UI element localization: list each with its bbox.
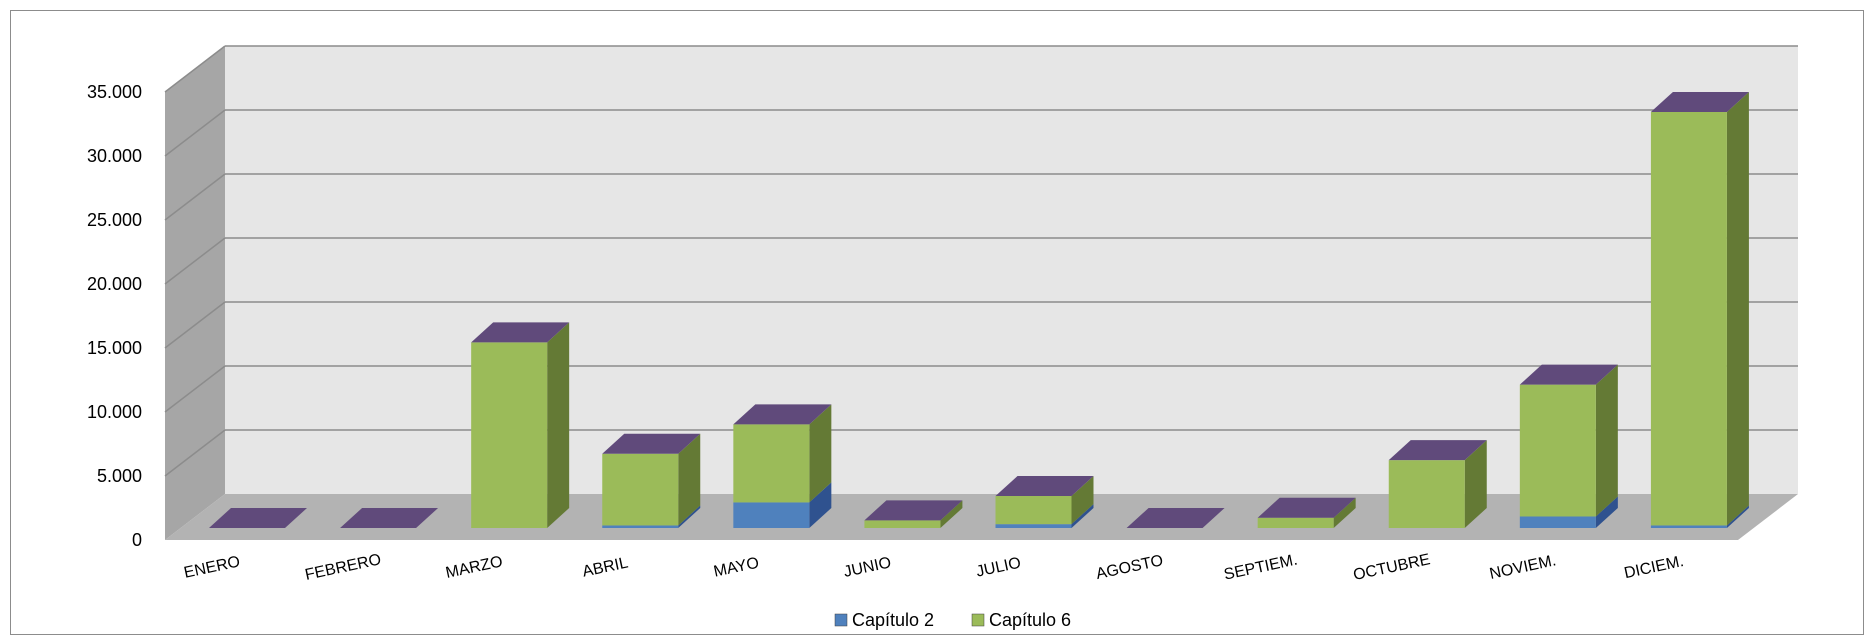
x-tick-label: JUNIO <box>842 554 892 581</box>
bar-side <box>1333 497 1356 528</box>
gridline-side <box>164 173 226 221</box>
gridline-side <box>164 301 226 349</box>
bar-top <box>1257 497 1356 518</box>
bar-segment <box>602 525 679 528</box>
gridline-side <box>164 45 226 93</box>
bar-side <box>678 433 701 526</box>
x-tick-label: ABRIL <box>581 554 630 580</box>
bar-segment <box>471 342 548 528</box>
bar-segment <box>1650 525 1727 528</box>
bar-segment <box>602 453 679 526</box>
bar-side <box>1595 496 1618 528</box>
bar-top <box>1519 364 1618 385</box>
x-tick-label: FEBRERO <box>304 551 383 584</box>
side-wall <box>165 46 225 540</box>
bar-side <box>940 500 963 528</box>
bar-segment <box>1388 460 1465 528</box>
bar-segment <box>1519 516 1596 528</box>
y-tick-label: 35.000 <box>87 82 142 102</box>
legend-label: Capítulo 6 <box>989 610 1071 630</box>
bar-side <box>809 404 832 503</box>
x-tick-label: ENERO <box>182 553 241 581</box>
bar-top <box>1126 508 1225 528</box>
bar-segment <box>733 424 810 503</box>
bar-side <box>1726 505 1749 528</box>
x-tick-label: JULIO <box>975 555 1023 581</box>
gridline-side <box>164 237 226 285</box>
bar-segment <box>1519 384 1596 517</box>
bar-side <box>809 482 832 528</box>
back-wall <box>225 46 1798 494</box>
y-tick-label: 30.000 <box>87 146 142 166</box>
x-tick-label: AGOSTO <box>1095 552 1165 583</box>
bar-side <box>1726 92 1749 526</box>
bar-side <box>678 505 701 528</box>
bar-segment <box>864 520 941 528</box>
bar-segment <box>1257 517 1334 528</box>
bar-side <box>1595 364 1618 517</box>
gridline-side <box>164 365 226 413</box>
gridline-side <box>164 429 226 477</box>
bar-side <box>1071 504 1094 528</box>
bar-segment <box>1650 112 1727 526</box>
bar-top <box>602 433 701 454</box>
legend-swatch <box>971 613 985 627</box>
x-tick-label: SEPTIEM. <box>1222 552 1299 584</box>
bar-segment <box>995 524 1072 528</box>
y-tick-label: 20.000 <box>87 274 142 294</box>
bar-top <box>340 508 439 528</box>
gridline-side <box>164 109 226 157</box>
bar-side <box>1071 476 1094 525</box>
x-tick-label: MAYO <box>712 555 760 581</box>
bar-side <box>1464 440 1487 528</box>
bar-top <box>209 508 307 528</box>
y-tick-label: 5.000 <box>97 466 142 486</box>
y-tick-label: 10.000 <box>87 402 142 422</box>
bar-segment <box>995 496 1072 525</box>
legend-swatch <box>834 613 848 627</box>
bar-top <box>1388 440 1487 461</box>
y-tick-label: 25.000 <box>87 210 142 230</box>
bar-top <box>1650 92 1749 112</box>
x-tick-label: OCTUBRE <box>1352 551 1432 584</box>
bar-top <box>471 322 570 343</box>
y-tick-label: 15.000 <box>87 338 142 358</box>
bar-side <box>547 322 570 528</box>
y-tick-label: 0 <box>132 530 142 550</box>
x-tick-label: DICIEM. <box>1623 553 1686 582</box>
bar-top <box>864 500 963 521</box>
x-tick-label: MARZO <box>444 553 504 582</box>
x-tick-label: NOVIEM. <box>1488 552 1558 583</box>
bar-top <box>995 476 1094 496</box>
bar-top <box>733 404 832 425</box>
bar-segment <box>733 502 810 528</box>
legend-label: Capítulo 2 <box>852 610 934 630</box>
